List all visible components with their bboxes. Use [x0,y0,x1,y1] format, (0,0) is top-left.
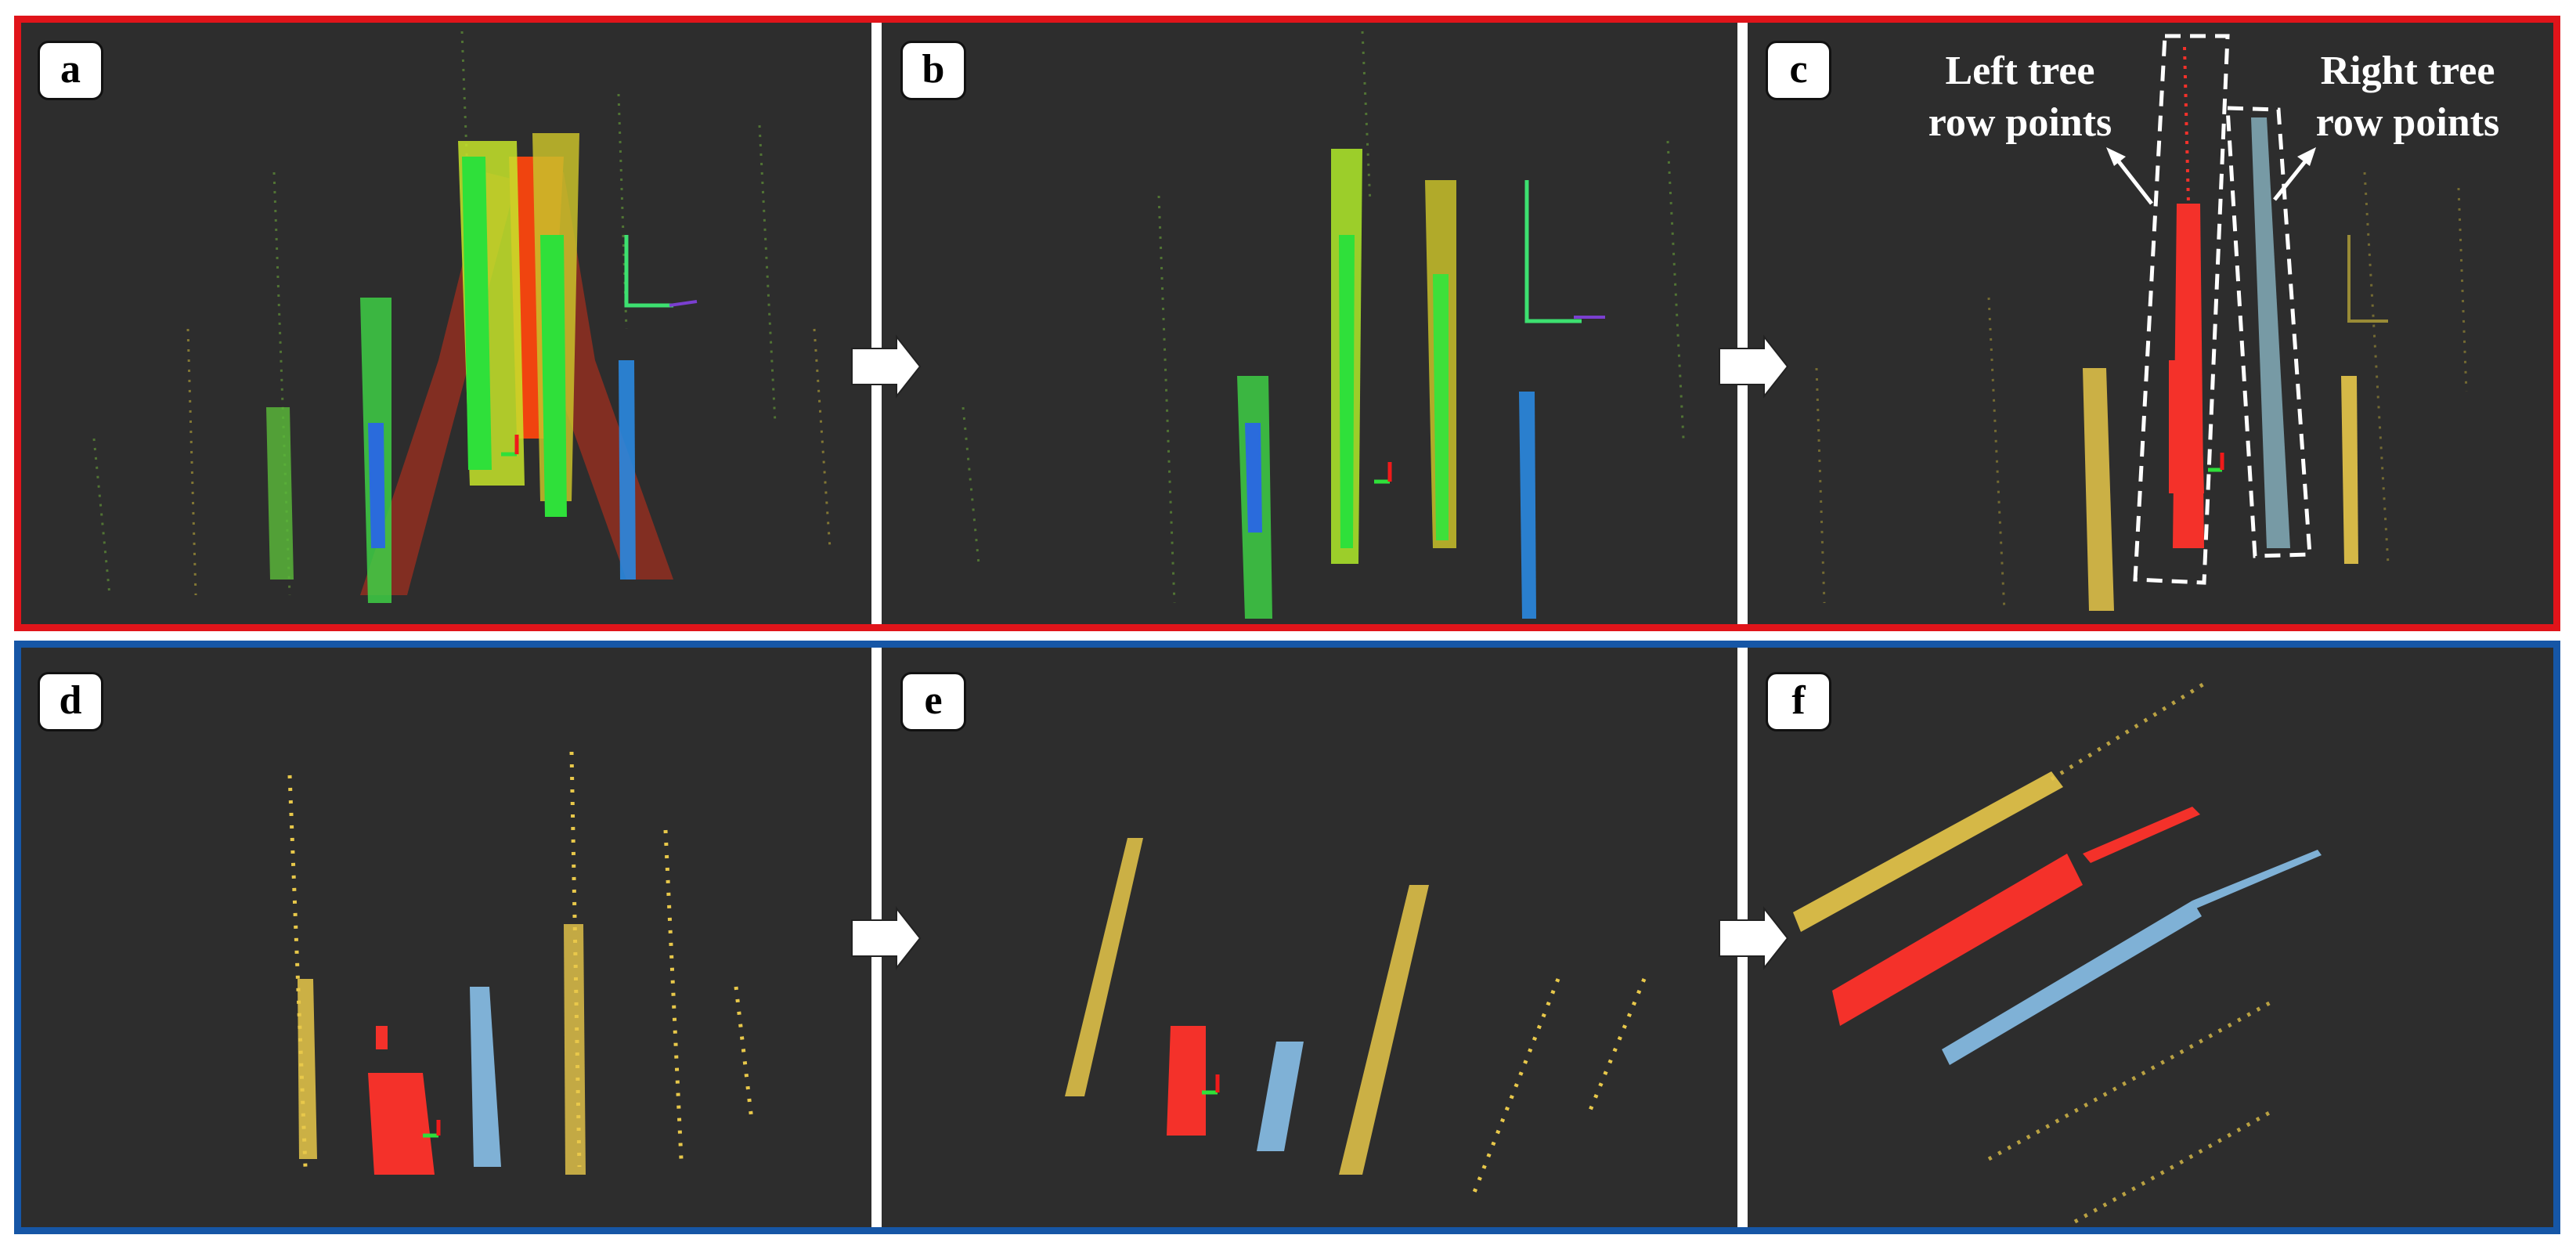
panel-b-point-cloud [961,31,1685,619]
panel-label-f: f [1766,672,1831,731]
panel-label-d: d [38,672,103,731]
left-tree-row-label: Left tree row points [1910,45,2130,149]
panel-label-a: a [38,41,103,100]
top-row-frame [14,16,2560,631]
left-tree-row-label-line2: row points [1928,100,2112,145]
right-tree-row-label-line1: Right tree [2320,49,2495,93]
arrow-e-to-f [1719,906,1789,970]
right-tree-row-label: Right tree row points [2294,45,2521,149]
panel-label-b: b [900,41,966,100]
arrow-group [851,334,1789,970]
divider-top-1 [871,23,882,624]
panel-a-point-cloud [92,31,832,603]
panel-label-c: c [1766,41,1831,100]
panel-c-point-cloud [1815,34,2468,612]
panel-e-point-cloud [1065,838,1647,1199]
panel-d-point-cloud [287,751,754,1175]
panel-f-point-cloud [1793,679,2322,1224]
right-tree-row-label-line2: row points [2315,100,2500,145]
left-tree-row-label-line1: Left tree [1945,49,2095,93]
panel-label-e: e [900,672,966,731]
arrow-b-to-c [1719,334,1789,399]
divider-top-2 [1737,23,1748,624]
arrow-a-to-b [851,334,922,399]
arrow-d-to-e [851,906,922,970]
